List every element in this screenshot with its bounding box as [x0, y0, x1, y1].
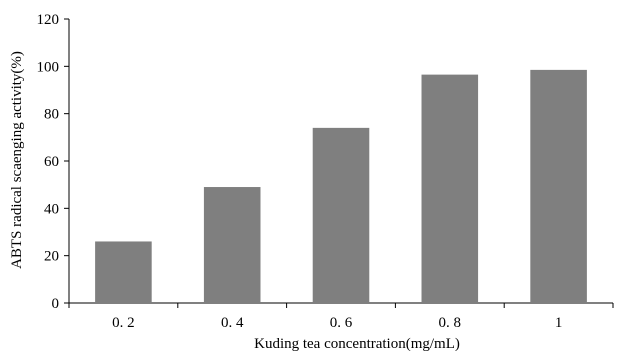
y-axis: 0 20 40 60 80 100 120 — [37, 12, 70, 312]
y-tick-label: 20 — [44, 249, 59, 265]
x-axis: 0. 2 0. 4 0. 6 0. 8 1 — [68, 302, 614, 331]
bars — [95, 69, 587, 303]
y-axis-title: ABTS radical scaenging activity(%) — [9, 51, 25, 269]
y-tick-label: 60 — [44, 154, 59, 170]
x-tick-label: 0. 4 — [221, 315, 244, 331]
x-tick-label: 0. 8 — [439, 315, 462, 331]
y-tick-label: 100 — [37, 59, 60, 75]
bar — [312, 127, 370, 303]
bar — [530, 69, 587, 303]
x-tick-label: 0. 2 — [112, 315, 135, 331]
x-tick-label: 0. 6 — [330, 315, 353, 331]
y-tick-label: 40 — [44, 201, 59, 217]
x-axis-title: Kuding tea concentration(mg/mL) — [254, 336, 460, 351]
y-tick-label: 0 — [52, 296, 60, 312]
y-tick-label: 120 — [37, 12, 60, 28]
bar — [421, 74, 479, 303]
y-tick-label: 80 — [44, 107, 59, 123]
bar — [203, 187, 261, 303]
bar — [95, 241, 152, 303]
x-tick-label: 1 — [555, 315, 563, 331]
